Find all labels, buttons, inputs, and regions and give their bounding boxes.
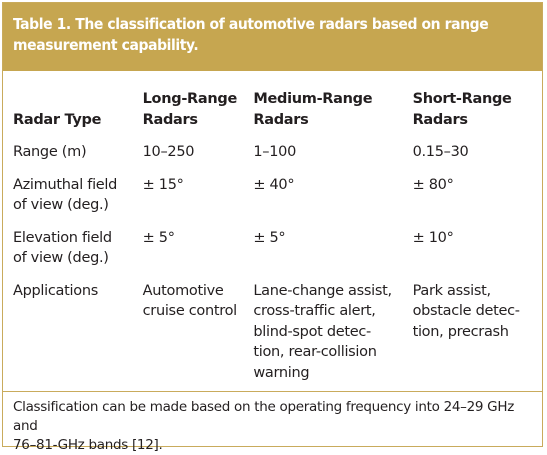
cell: 1–100 — [253, 144, 296, 160]
cell: Automotive cruise control — [142, 282, 238, 320]
cell: ± 40° — [253, 176, 295, 193]
cell: Lane-change assist, cross-traffic alert,… — [253, 282, 392, 381]
column-header: Medium-Range Radars — [253, 91, 373, 128]
row-label: Applications — [13, 282, 98, 299]
header-row: Radar Type Long-Range Radars Medium-Range … — [13, 89, 542, 142]
row-label: Range (m) — [13, 144, 87, 160]
column-header: Long-Range Radars — [142, 91, 238, 128]
row-label: Azimuthal field of view (deg.) — [13, 176, 118, 214]
footnote: Classification can be made based on the … — [13, 399, 514, 453]
cell: 10–250 — [142, 144, 195, 160]
cell: ± 5° — [142, 229, 175, 246]
table-row: Elevation field of view (deg.) ± 5° ± 5° ± … — [13, 228, 542, 281]
table-row: Applications Automotive cruise control Lan… — [13, 281, 542, 396]
table-title: Table 1. The classification of automotiv… — [3, 3, 542, 71]
cell: ± 15° — [142, 176, 184, 193]
radar-table: Radar Type Long-Range Radars Medium-Range … — [13, 89, 542, 395]
divider — [3, 391, 542, 392]
column-header: Short-Range Radars — [412, 91, 512, 128]
cell: Park assist, obstacle detec- tion, precr… — [412, 282, 520, 340]
row-label: Elevation field of view (deg.) — [13, 229, 112, 267]
table-row: Range (m) 10–250 1–100 0.15–30 — [13, 142, 542, 175]
cell: 0.15–30 — [412, 144, 469, 160]
cell: ± 10° — [412, 229, 454, 246]
table-row: Azimuthal field of view (deg.) ± 15° ± 40°… — [13, 175, 542, 228]
column-header: Radar Type — [13, 111, 102, 128]
cell: ± 80° — [412, 176, 454, 193]
cell: ± 5° — [253, 229, 286, 246]
